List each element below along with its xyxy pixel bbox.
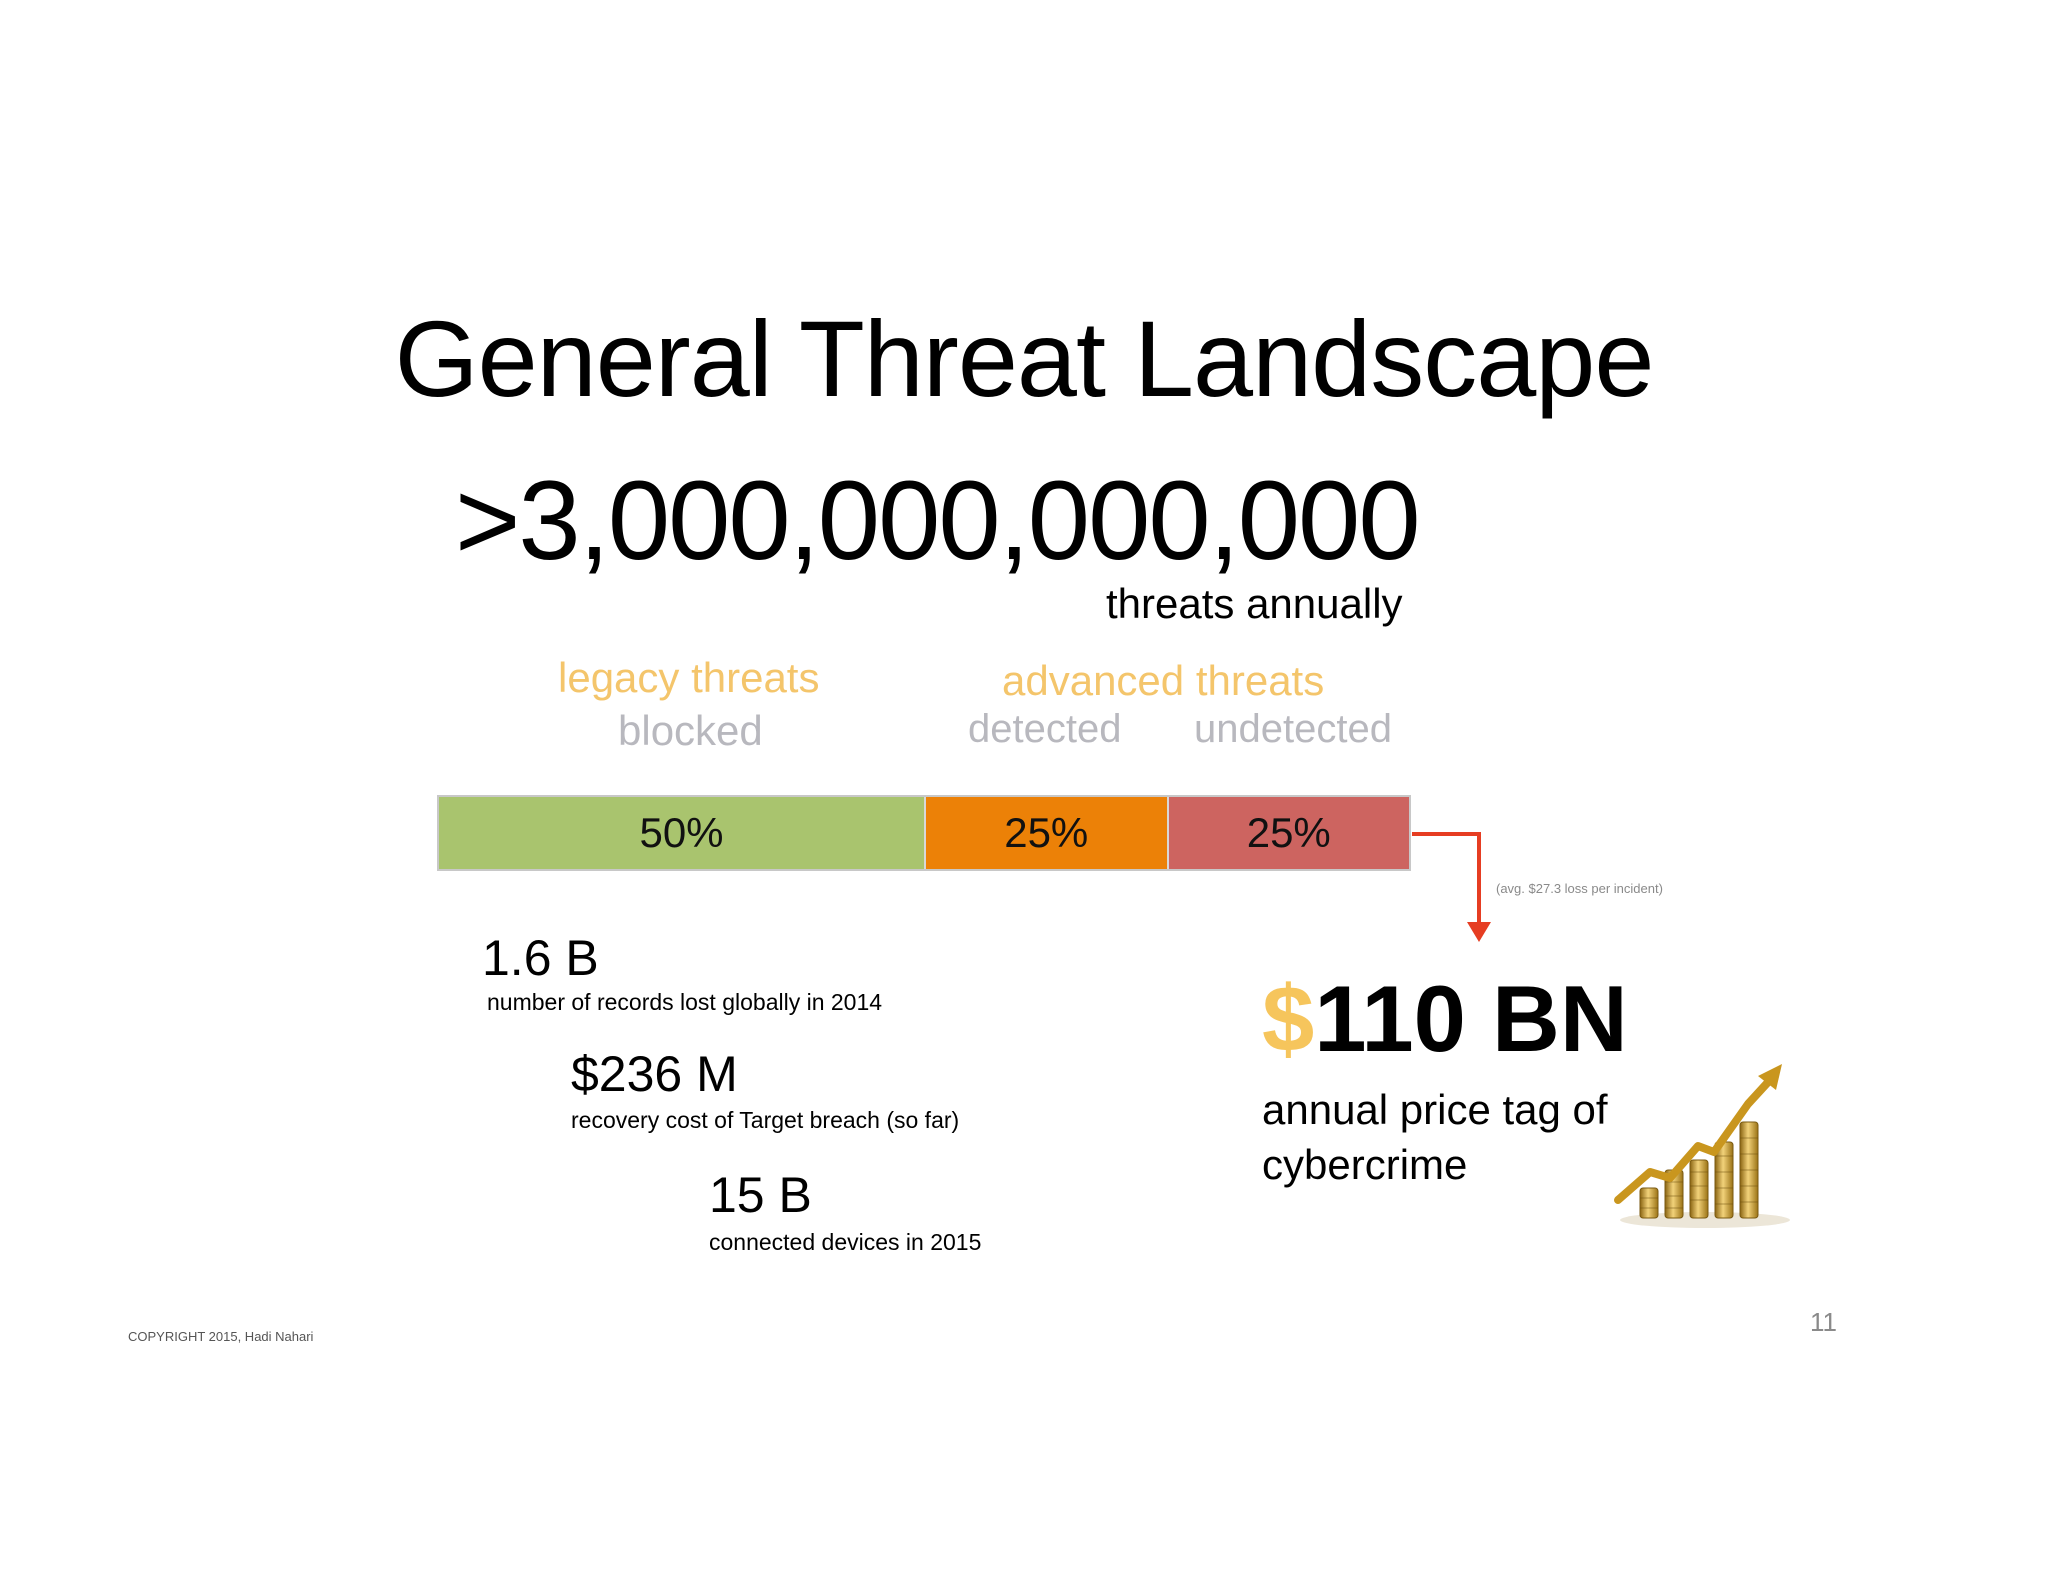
stat-devices-value: 15 B xyxy=(709,1167,812,1223)
currency-symbol: $ xyxy=(1262,966,1315,1071)
status-undetected: undetected xyxy=(1194,707,1392,751)
slide-title: General Threat Landscape xyxy=(394,298,1655,419)
status-blocked: blocked xyxy=(618,707,763,754)
bar-segment-1: 25% xyxy=(924,797,1167,869)
cybercrime-price: $110 BN xyxy=(1262,972,1628,1066)
bar-segment-2: 25% xyxy=(1166,797,1409,869)
rising-coins-chart-icon xyxy=(1614,1064,1790,1228)
page-number: 11 xyxy=(1810,1307,1837,1337)
stat-records-lost-value: 1.6 B xyxy=(482,930,599,986)
stat-devices-desc: connected devices in 2015 xyxy=(709,1229,982,1255)
category-legacy-threats: legacy threats xyxy=(558,654,820,701)
stat-target-cost-desc: recovery cost of Target breach (so far) xyxy=(571,1107,960,1133)
threat-count: >3,000,000,000,000 xyxy=(455,458,1421,583)
threat-count-caption: threats annually xyxy=(1106,580,1403,627)
avg-loss-note: (avg. $27.3 loss per incident) xyxy=(1496,881,1663,896)
stat-target-cost-value: $236 M xyxy=(571,1046,738,1102)
status-detected: detected xyxy=(968,707,1122,751)
category-advanced-threats: advanced threats xyxy=(1002,657,1325,704)
copyright-notice: COPYRIGHT 2015, Hadi Nahari xyxy=(128,1329,314,1344)
threat-breakdown-bar: 50% 25% 25% xyxy=(437,795,1411,871)
price-description: annual price tag of cybercrime xyxy=(1262,1086,1608,1188)
bar-segment-0: 50% xyxy=(439,797,924,869)
price-amount: 110 BN xyxy=(1314,966,1628,1071)
stat-records-lost-desc: number of records lost globally in 2014 xyxy=(487,989,883,1015)
